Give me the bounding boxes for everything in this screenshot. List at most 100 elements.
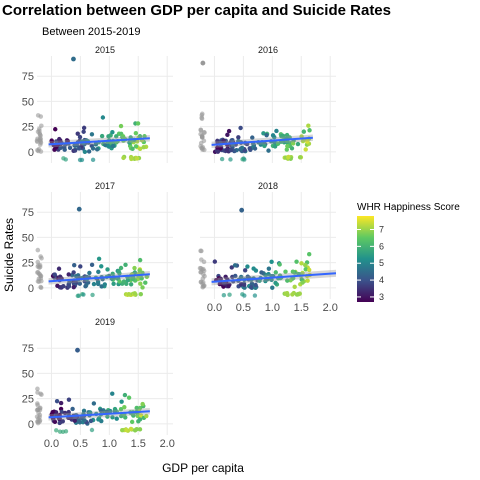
data-point <box>294 259 299 264</box>
data-point <box>105 267 110 272</box>
outlier-point <box>76 206 82 212</box>
data-point <box>273 270 278 275</box>
data-point <box>111 281 116 287</box>
x-tick-label: 0.0 <box>207 302 222 314</box>
data-point <box>274 128 279 134</box>
data-point <box>144 413 149 419</box>
data-point <box>123 415 128 420</box>
data-point <box>242 148 248 153</box>
data-point <box>88 418 94 424</box>
data-point <box>228 147 234 153</box>
data-point-missing <box>39 255 44 261</box>
data-point <box>123 262 128 268</box>
x-tick-label: 2.0 <box>160 438 175 450</box>
data-point <box>307 128 312 133</box>
data-point-missing <box>35 247 41 253</box>
data-point <box>283 269 288 274</box>
data-point-missing <box>35 147 40 153</box>
data-point <box>240 157 245 162</box>
trend-line <box>211 136 313 146</box>
y-tick-label: 25 <box>22 394 34 406</box>
data-point <box>77 281 83 286</box>
data-point <box>52 272 57 277</box>
data-point <box>280 133 286 139</box>
data-point <box>129 156 134 162</box>
legend-colorbar <box>357 216 374 302</box>
data-point-missing <box>36 279 42 284</box>
data-point <box>49 138 54 143</box>
data-point <box>299 261 304 266</box>
data-point <box>93 142 99 147</box>
color-legend: WHR Happiness Score 3 4 5 6 7 <box>357 202 460 302</box>
data-point <box>112 406 118 412</box>
data-point <box>132 265 137 271</box>
data-point <box>134 426 139 432</box>
x-tick-label: 1.0 <box>102 438 117 450</box>
data-point-missing <box>198 279 204 285</box>
data-point <box>57 136 62 142</box>
data-point <box>285 278 290 283</box>
data-point <box>98 408 104 413</box>
facet-label: 2015 <box>95 45 115 55</box>
data-point <box>71 270 76 275</box>
data-point <box>238 146 244 151</box>
data-point <box>225 132 230 138</box>
data-point-missing <box>35 402 40 408</box>
data-point <box>87 270 92 276</box>
data-point <box>105 414 110 419</box>
data-point <box>96 269 101 275</box>
data-point <box>91 401 97 406</box>
data-point <box>121 279 127 284</box>
data-point-missing <box>35 386 40 392</box>
data-point <box>116 268 121 274</box>
outlier-point <box>200 60 206 66</box>
facet-label: 2019 <box>95 317 115 327</box>
data-point <box>66 284 72 289</box>
data-point <box>63 429 69 434</box>
data-point <box>121 155 126 161</box>
data-point <box>95 281 101 287</box>
data-point <box>114 134 119 139</box>
data-point-missing <box>202 130 207 135</box>
data-point <box>106 144 112 149</box>
data-point <box>284 147 290 152</box>
data-point <box>57 429 63 434</box>
data-point <box>100 115 106 120</box>
outlier-point <box>75 347 80 353</box>
trend-line <box>211 272 337 283</box>
data-point <box>126 395 132 400</box>
data-point <box>91 281 97 287</box>
legend-tick-label: 7 <box>379 224 384 234</box>
data-point-missing <box>201 268 207 274</box>
data-point <box>94 147 100 152</box>
data-point-missing <box>35 270 40 275</box>
data-point <box>89 262 95 268</box>
data-point <box>110 130 115 135</box>
data-point <box>99 284 104 289</box>
data-point <box>249 281 255 286</box>
data-point <box>137 417 143 422</box>
data-point <box>228 157 233 162</box>
data-point <box>305 139 310 144</box>
data-point <box>126 292 132 297</box>
data-point-missing <box>198 269 203 275</box>
data-point <box>137 405 143 411</box>
data-point <box>230 137 235 143</box>
data-point <box>262 143 267 149</box>
data-point <box>135 413 141 419</box>
data-point <box>125 277 130 283</box>
data-point <box>301 129 307 134</box>
data-point <box>49 412 54 417</box>
trend-line <box>48 410 150 419</box>
data-point <box>128 282 134 287</box>
x-tick-label: 1.5 <box>131 438 146 450</box>
y-tick-label: 50 <box>22 232 34 244</box>
data-point-missing <box>36 265 42 270</box>
data-point <box>133 144 139 149</box>
data-point <box>81 292 86 297</box>
legend-tick-label: 4 <box>379 275 384 285</box>
legend-title: WHR Happiness Score <box>357 202 460 213</box>
data-point <box>90 157 96 163</box>
y-tick-label: 0 <box>28 283 34 295</box>
